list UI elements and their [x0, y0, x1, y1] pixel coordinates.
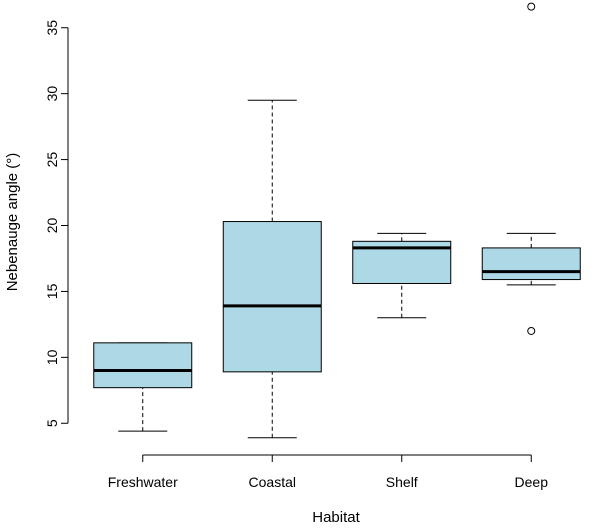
y-tick-label: 5 [44, 419, 60, 427]
x-axis: Freshwater Coastal Shelf Deep [108, 454, 549, 490]
y-tick-label: 20 [44, 218, 60, 234]
box-freshwater [93, 342, 193, 432]
y-tick-label: 30 [44, 86, 60, 102]
box-shelf [352, 232, 452, 319]
y-tick-label: 10 [44, 349, 60, 365]
boxes [93, 2, 581, 439]
x-axis-title: Habitat [312, 509, 360, 526]
box-iqr [93, 342, 193, 389]
y-axis-title: Nebenauge angle (°) [4, 153, 21, 292]
x-tick-label: Coastal [249, 474, 296, 490]
outlier-point [527, 326, 536, 335]
box-iqr [481, 247, 581, 281]
y-tick-label: 15 [44, 283, 60, 299]
x-tick-label: Shelf [386, 474, 418, 490]
y-axis: 5 10 15 20 25 30 35 [44, 20, 69, 427]
outlier-point [527, 2, 536, 11]
x-tick-label: Freshwater [108, 474, 178, 490]
y-tick-label: 35 [44, 20, 60, 36]
x-tick-label: Deep [515, 474, 549, 490]
box-deep [481, 2, 581, 335]
y-tick-label: 25 [44, 152, 60, 168]
box-coastal [222, 99, 322, 439]
box-iqr [222, 221, 322, 373]
